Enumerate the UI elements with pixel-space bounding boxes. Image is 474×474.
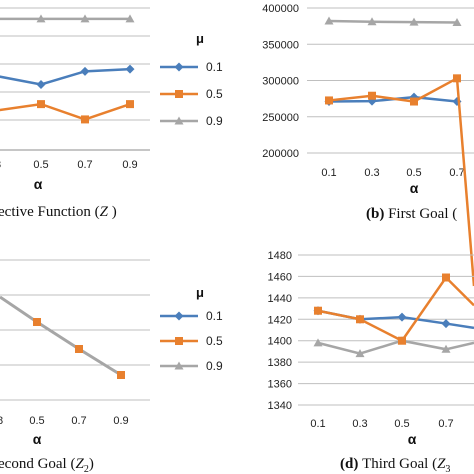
y-tick-label: 1420	[268, 314, 292, 326]
x-axis-title: α	[34, 176, 43, 192]
x-axis-title: α	[408, 431, 417, 447]
x-tick-label: 0.7	[77, 159, 92, 171]
x-tick-label: 0.7	[449, 167, 464, 179]
legend-title: μ	[196, 285, 204, 300]
data-point	[410, 97, 418, 106]
legend-marker	[175, 90, 183, 98]
data-point	[117, 371, 125, 379]
series-line-0.9	[317, 339, 474, 355]
chart-a: 3 0.5 0.7 0.9 α μ0.1 0.5 0.9 ective Function (Z …	[0, 7, 223, 220]
x-tick-label: 0.3	[352, 418, 367, 430]
legend-label: 0.1	[206, 309, 223, 323]
x-tick-label: 0.3	[364, 167, 379, 179]
data-point	[125, 64, 135, 74]
data-point	[33, 318, 41, 326]
data-point	[36, 79, 46, 89]
series-line-0.5	[0, 102, 131, 121]
x-tick-label: 0.7	[71, 415, 86, 427]
series-line-0.9	[328, 19, 458, 24]
x-tick-label: 0.9	[113, 415, 128, 427]
legend-label: 0.5	[206, 87, 223, 101]
data-point	[80, 66, 90, 76]
chart-b: 400000 350000 300000 250000 200000 0.1 0.3 0.5 0…	[262, 3, 474, 287]
y-tick-label: 350000	[262, 39, 299, 51]
series-line-0.5	[317, 275, 474, 343]
data-point	[397, 312, 407, 322]
data-point	[325, 96, 333, 105]
data-point	[409, 17, 419, 26]
data-point	[125, 14, 135, 23]
data-point	[75, 345, 83, 353]
legend-label: 0.5	[206, 334, 223, 348]
data-point	[398, 336, 406, 345]
data-point	[452, 18, 462, 26]
data-point	[80, 14, 90, 23]
y-tick-label: 250000	[262, 112, 299, 124]
y-tick-label: 300000	[262, 76, 299, 88]
series-line-0.1	[0, 67, 131, 86]
legend-label: 0.1	[206, 60, 223, 74]
y-tick-label: 1440	[268, 293, 292, 305]
x-tick-label: 0.1	[321, 167, 336, 179]
data-point	[453, 74, 461, 83]
data-point	[356, 315, 364, 324]
legend-marker	[174, 116, 184, 125]
x-tick-label: 0.5	[406, 167, 421, 179]
data-point	[367, 17, 377, 26]
x-tick-label: 0.5	[394, 418, 409, 430]
data-point	[313, 338, 323, 347]
x-tick-label: 0.9	[122, 159, 137, 171]
x-tick-label: 8	[0, 415, 3, 427]
data-point	[314, 306, 322, 315]
legend-marker	[174, 311, 184, 321]
y-tick-label: 1340	[268, 400, 292, 412]
legend-label: 0.9	[206, 114, 223, 128]
chart-d: 1480 1460 1440 1420 1400 1380 1360 1340 0.1 0.3 0.…	[268, 250, 474, 474]
y-tick-label: 200000	[262, 148, 299, 160]
x-axis-title: α	[33, 431, 42, 447]
data-point	[441, 344, 451, 353]
legend-marker	[175, 337, 183, 345]
panel-caption: (d) Third Goal (Z3	[340, 456, 450, 474]
data-point	[81, 115, 89, 124]
data-point	[324, 16, 334, 25]
x-tick-label: 0.1	[310, 418, 325, 430]
y-tick-label: 1460	[268, 271, 292, 283]
legend-label: 0.9	[206, 359, 223, 373]
data-point	[126, 100, 134, 109]
y-tick-label: 1480	[268, 250, 292, 262]
legend-title: μ	[196, 31, 204, 46]
y-tick-label: 400000	[262, 3, 299, 15]
x-tick-label: 3	[0, 159, 1, 171]
series-line-0.9	[0, 295, 122, 377]
panel-caption: (b) First Goal (	[366, 206, 457, 222]
data-point	[355, 349, 365, 358]
data-point	[441, 319, 451, 329]
panel-caption: econd Goal (Z2)	[0, 456, 94, 474]
legend-marker	[174, 361, 184, 370]
x-tick-label: 0.5	[29, 415, 44, 427]
panel-caption: ective Function (Z )	[0, 204, 117, 220]
data-point	[368, 91, 376, 100]
y-tick-label: 1400	[268, 336, 292, 348]
x-tick-label: 0.7	[438, 418, 453, 430]
legend-marker	[174, 62, 184, 72]
data-point	[442, 273, 450, 282]
y-tick-label: 1360	[268, 379, 292, 391]
x-tick-label: 0.5	[33, 159, 48, 171]
data-point	[36, 14, 46, 23]
data-point	[37, 100, 45, 109]
x-axis-title: α	[410, 180, 419, 196]
y-tick-label: 1380	[268, 357, 292, 369]
chart-c: 8 0.5 0.7 0.9 α μ0.1 0.5 0.9 econd Goal (Z2)	[0, 259, 223, 474]
